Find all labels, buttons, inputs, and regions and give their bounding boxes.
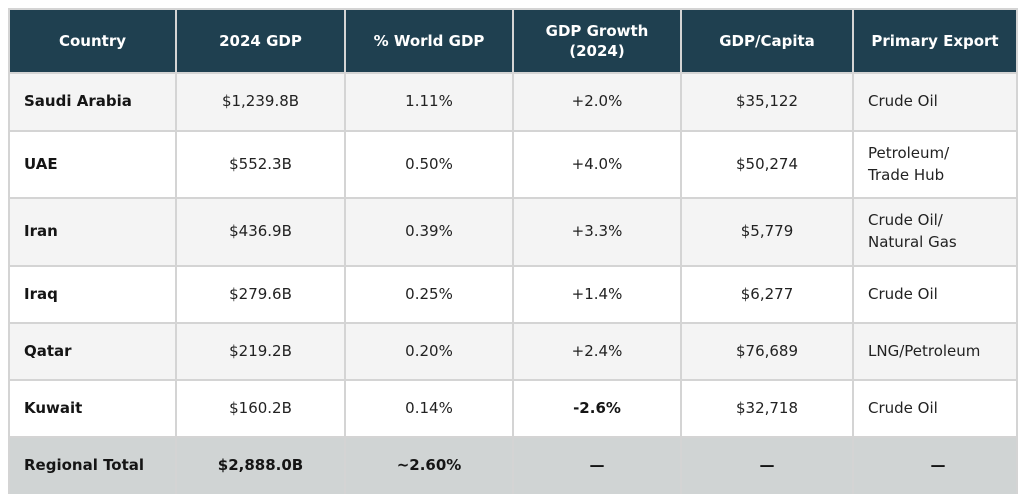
column-header-country: Country — [8, 8, 177, 74]
cell-2024-gdp: $279.6B — [175, 265, 346, 324]
column-header-pct-world-gdp: % World GDP — [344, 8, 514, 74]
cell-gdp-capita: $50,274 — [680, 130, 854, 199]
table-row-kuwait: Kuwait $160.2B 0.14% -2.6% $32,718 Crude… — [8, 379, 1018, 438]
cell-total-label: Regional Total — [8, 436, 177, 494]
column-header-2024-gdp: 2024 GDP — [175, 8, 346, 74]
cell-country: Iraq — [8, 265, 177, 324]
cell-total-primary-export: — — [852, 436, 1018, 494]
table-body: Saudi Arabia $1,239.8B 1.11% +2.0% $35,1… — [8, 72, 1018, 494]
column-header-gdp-growth: GDP Growth (2024) — [512, 8, 682, 74]
cell-total-gdp-growth: — — [512, 436, 682, 494]
cell-pct-world-gdp: 0.50% — [344, 130, 514, 199]
cell-country: UAE — [8, 130, 177, 199]
cell-pct-world-gdp: 0.25% — [344, 265, 514, 324]
cell-2024-gdp: $436.9B — [175, 197, 346, 267]
cell-gdp-growth: -2.6% — [512, 379, 682, 438]
cell-2024-gdp: $1,239.8B — [175, 72, 346, 132]
cell-pct-world-gdp: 0.14% — [344, 379, 514, 438]
cell-gdp-capita: $6,277 — [680, 265, 854, 324]
cell-primary-export: Crude Oil — [852, 379, 1018, 438]
cell-primary-export: Petroleum/ Trade Hub — [852, 130, 1018, 199]
cell-2024-gdp: $160.2B — [175, 379, 346, 438]
cell-primary-export: Crude Oil — [852, 265, 1018, 324]
table-row-uae: UAE $552.3B 0.50% +4.0% $50,274 Petroleu… — [8, 130, 1018, 199]
cell-pct-world-gdp: 0.20% — [344, 322, 514, 381]
total-row: Regional Total $2,888.0B ~2.60% — — — — [8, 436, 1018, 494]
gdp-table: Country 2024 GDP % World GDP GDP Growth … — [8, 8, 1018, 494]
cell-gdp-growth: +3.3% — [512, 197, 682, 267]
cell-gdp-growth: +1.4% — [512, 265, 682, 324]
cell-total-gdp-capita: — — [680, 436, 854, 494]
cell-2024-gdp: $219.2B — [175, 322, 346, 381]
column-header-primary-export: Primary Export — [852, 8, 1018, 74]
cell-primary-export: LNG/Petroleum — [852, 322, 1018, 381]
header-row: Country 2024 GDP % World GDP GDP Growth … — [8, 8, 1018, 74]
table-row-qatar: Qatar $219.2B 0.20% +2.4% $76,689 LNG/Pe… — [8, 322, 1018, 381]
cell-total-2024-gdp: $2,888.0B — [175, 436, 346, 494]
cell-primary-export: Crude Oil/ Natural Gas — [852, 197, 1018, 267]
cell-total-pct-world-gdp: ~2.60% — [344, 436, 514, 494]
table-header: Country 2024 GDP % World GDP GDP Growth … — [8, 8, 1018, 74]
cell-country: Iran — [8, 197, 177, 267]
cell-gdp-capita: $5,779 — [680, 197, 854, 267]
table-row-saudi-arabia: Saudi Arabia $1,239.8B 1.11% +2.0% $35,1… — [8, 72, 1018, 132]
cell-gdp-capita: $76,689 — [680, 322, 854, 381]
cell-gdp-growth: +2.4% — [512, 322, 682, 381]
cell-primary-export: Crude Oil — [852, 72, 1018, 132]
cell-gdp-capita: $32,718 — [680, 379, 854, 438]
table-row-iran: Iran $436.9B 0.39% +3.3% $5,779 Crude Oi… — [8, 197, 1018, 267]
cell-country: Saudi Arabia — [8, 72, 177, 132]
table-row-iraq: Iraq $279.6B 0.25% +1.4% $6,277 Crude Oi… — [8, 265, 1018, 324]
cell-gdp-growth: +2.0% — [512, 72, 682, 132]
cell-gdp-growth: +4.0% — [512, 130, 682, 199]
cell-pct-world-gdp: 0.39% — [344, 197, 514, 267]
cell-country: Kuwait — [8, 379, 177, 438]
cell-pct-world-gdp: 1.11% — [344, 72, 514, 132]
cell-gdp-capita: $35,122 — [680, 72, 854, 132]
column-header-gdp-capita: GDP/Capita — [680, 8, 854, 74]
cell-2024-gdp: $552.3B — [175, 130, 346, 199]
cell-country: Qatar — [8, 322, 177, 381]
